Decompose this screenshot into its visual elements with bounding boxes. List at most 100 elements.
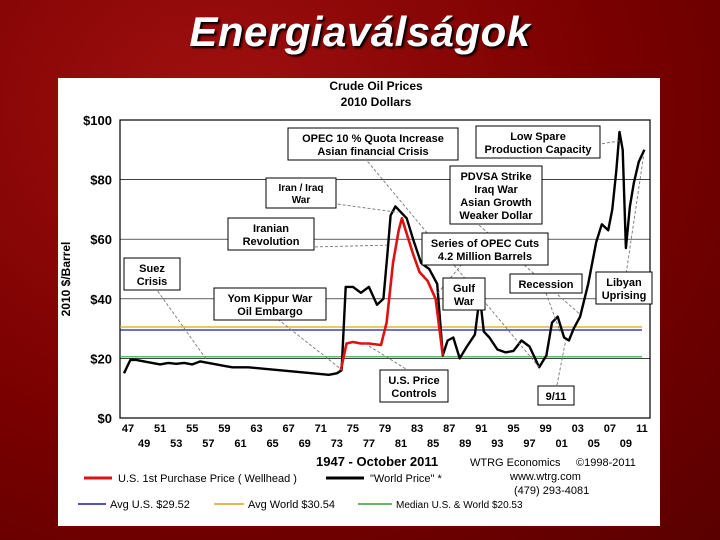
x-tick-label: 53 — [170, 438, 182, 450]
y-axis-label: 2010 $/Barrel — [59, 242, 73, 317]
annotation-text: War — [454, 296, 475, 308]
annotation-text: Asian Growth — [460, 197, 532, 209]
x-tick-label: 09 — [620, 438, 632, 450]
annotation-recession: Recession — [509, 273, 583, 294]
credit-copyright: ©1998-2011 — [576, 457, 636, 469]
annotation-pointer — [269, 312, 343, 371]
x-tick-label: 93 — [491, 438, 503, 450]
x-tick-label: 79 — [379, 423, 391, 435]
annotation-text: U.S. Price — [388, 375, 439, 387]
x-tick-label: 61 — [234, 438, 246, 450]
x-tick-label: 83 — [411, 423, 423, 435]
legend-label: "World Price" * — [370, 473, 443, 485]
annotation-text: Iranian — [253, 223, 289, 235]
annotation-text: Uprising — [602, 290, 647, 302]
x-tick-label: 65 — [266, 438, 278, 450]
x-tick-label: 97 — [523, 438, 535, 450]
annotation-pointer — [555, 340, 567, 391]
annotation-text: Iran / Iraq — [278, 183, 323, 194]
x-tick-label: 51 — [154, 423, 166, 435]
y-tick-label: $60 — [90, 232, 112, 247]
x-tick-label: 71 — [315, 423, 327, 435]
chart-figure: OPEC 10 % Quota Increase Asian financial … — [58, 78, 660, 526]
y-tick-label: $100 — [83, 113, 112, 128]
x-tick-label: 57 — [202, 438, 214, 450]
x-tick-label: 91 — [475, 423, 487, 435]
x-tick-label: 49 — [138, 438, 150, 450]
legend-label: Median U.S. & World $20.53 — [396, 500, 523, 511]
y-tick-label: $80 — [90, 173, 112, 188]
series-line — [339, 217, 445, 371]
y-tick-label: $20 — [90, 351, 112, 366]
x-tick-label: 77 — [363, 438, 375, 450]
annotation-text: 9/11 — [546, 391, 567, 403]
y-tick-label: $40 — [90, 292, 112, 307]
x-tick-label: 63 — [250, 423, 262, 435]
annotation-text: Yom Kippur War — [228, 293, 314, 305]
credit-company: WTRG Economics — [470, 457, 561, 469]
chart-title: Crude Oil Prices — [329, 79, 423, 93]
annotation-text: Oil Embargo — [237, 306, 303, 318]
annotation-pointer — [151, 282, 208, 361]
x-tick-label: 81 — [395, 438, 407, 450]
annotation-text: PDVSA Strike — [460, 171, 531, 183]
annotation-text: Weaker Dollar — [459, 210, 533, 222]
x-tick-label: 75 — [347, 423, 359, 435]
x-tick-label: 55 — [186, 423, 198, 435]
annotation-text: 4.2 Million Barrels — [438, 251, 532, 263]
x-tick-label: 95 — [507, 423, 519, 435]
annotation-text: OPEC 10 % Quota Increase — [302, 133, 444, 145]
annotation-text: War — [292, 195, 311, 206]
y-tick-label: $0 — [98, 411, 112, 426]
x-tick-label: 89 — [459, 438, 471, 450]
annotation-text: Revolution — [243, 236, 300, 248]
legend-label: Avg World $30.54 — [248, 499, 335, 511]
annotation-text: Low Spare — [510, 131, 566, 143]
x-tick-label: 87 — [443, 423, 455, 435]
x-tick-label: 07 — [604, 423, 616, 435]
x-tick-label: 85 — [427, 438, 439, 450]
annotation-pointer — [623, 155, 645, 289]
annotation-text: Iraq War — [474, 184, 518, 196]
annotation-text: Asian financial Crisis — [317, 146, 428, 158]
slide-title: Energiaválságok — [189, 8, 531, 55]
annotation-text: Recession — [518, 279, 573, 291]
legend-label: U.S. 1st Purchase Price ( Wellhead ) — [118, 473, 297, 485]
legend-label: Avg U.S. $29.52 — [110, 499, 190, 511]
x-tick-label: 67 — [283, 423, 295, 435]
annotation-text: Suez — [139, 263, 165, 275]
x-tick-label: 11 — [636, 423, 648, 435]
x-tick-label: 99 — [539, 423, 551, 435]
annotation-text: Libyan — [606, 277, 642, 289]
annotation-pointer — [269, 244, 388, 249]
x-tick-label: 03 — [572, 423, 584, 435]
x-tick-label: 05 — [588, 438, 600, 450]
annotation-text: Crisis — [137, 276, 168, 288]
x-axis-label: 1947 - October 2011 — [316, 454, 438, 469]
annotation-text: Controls — [391, 388, 436, 400]
annotation-nine-eleven: 9/11 — [537, 385, 575, 406]
series-line — [122, 130, 646, 376]
credit-web: www.wtrg.com — [509, 471, 581, 483]
x-tick-label: 69 — [299, 438, 311, 450]
x-tick-label: 59 — [218, 423, 230, 435]
x-tick-label: 01 — [556, 438, 568, 450]
x-tick-label: 47 — [122, 423, 134, 435]
annotation-pointer — [545, 292, 561, 332]
annotation-text: Gulf — [453, 283, 475, 295]
x-tick-label: 73 — [331, 438, 343, 450]
chart-subtitle: 2010 Dollars — [341, 95, 412, 109]
credit-phone: (479) 293-4081 — [514, 485, 589, 497]
